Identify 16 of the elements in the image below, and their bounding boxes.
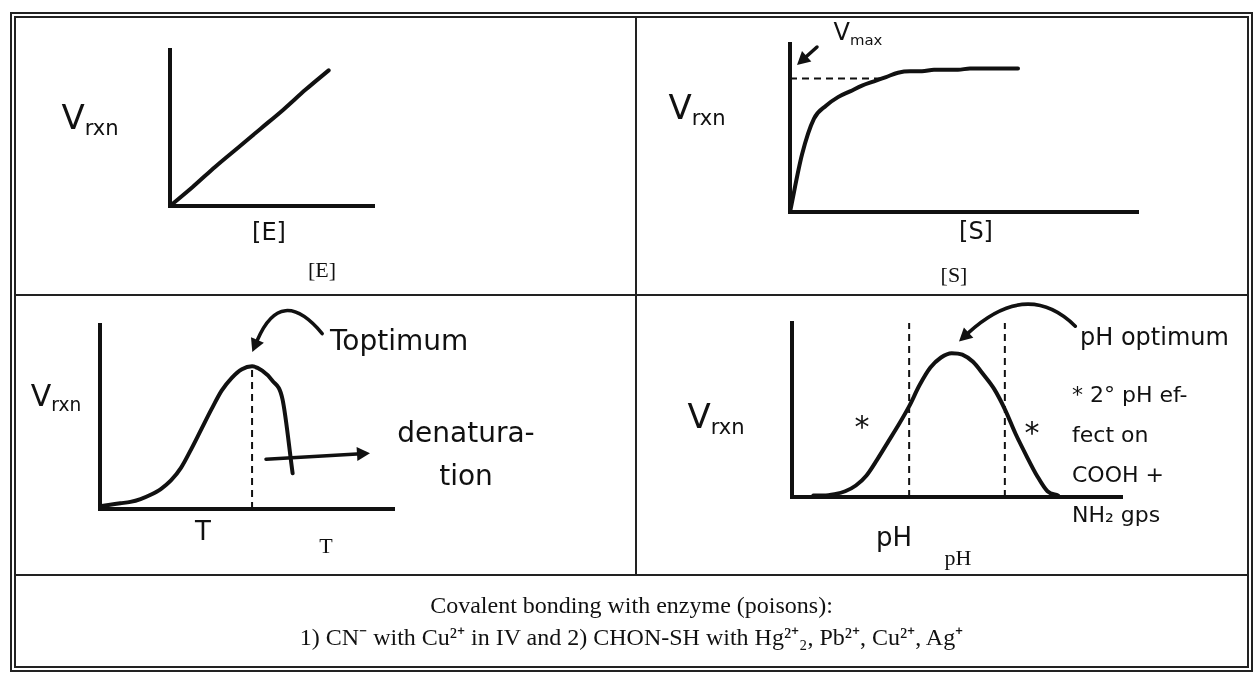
text: pH	[944, 544, 972, 570]
x-axis-title: pH	[875, 521, 913, 552]
annotation: *	[854, 408, 870, 444]
text: [S]	[940, 261, 968, 287]
text: pH optimum	[1080, 323, 1229, 352]
text: [E]	[307, 256, 337, 282]
x-axis-title: [E]	[252, 218, 286, 247]
x-axis-title: [S]	[959, 217, 993, 246]
text: 1) CN⁻ with Cu²⁺ in IV and 2) CHON-SH with Hg²⁺₂, Pb²⁺, Cu²⁺, Ag⁺	[299, 623, 964, 652]
text: Toptimum	[329, 324, 469, 358]
text: T	[319, 532, 334, 558]
text: Covalent bonding with enzyme (poisons):	[430, 591, 833, 620]
text: denatura- tion	[397, 416, 535, 493]
annotation: * 2° pH ef- fect on COOH + NH₂ gps	[1072, 381, 1188, 527]
annotation: *	[1024, 414, 1040, 450]
x-axis-title: T	[194, 515, 212, 546]
